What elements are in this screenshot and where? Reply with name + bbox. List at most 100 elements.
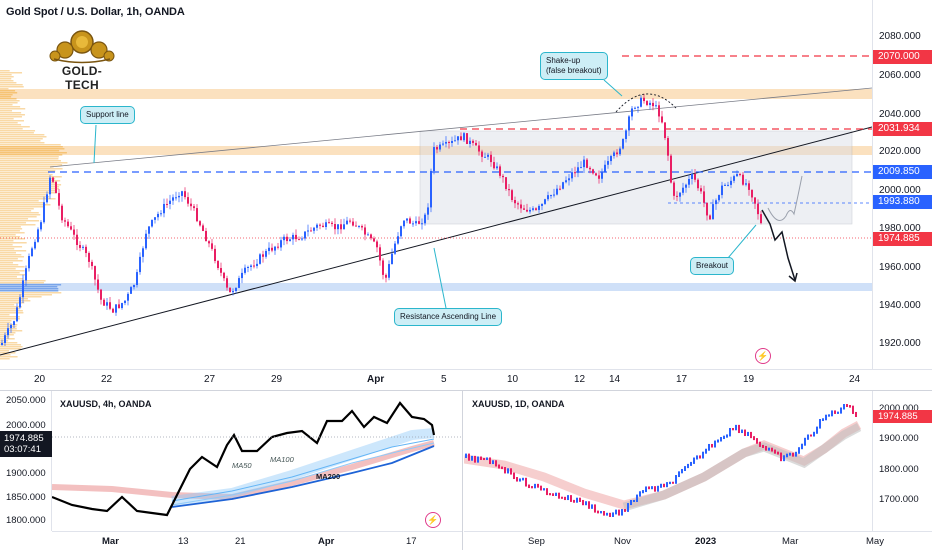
candle	[700, 188, 702, 192]
candle	[97, 279, 99, 290]
candle	[460, 136, 462, 141]
candle-1d	[639, 491, 641, 497]
main-time-axis[interactable]: 20 22 27 29 Apr 5 10 12 14 17 19 24	[0, 369, 932, 390]
candle-1d	[588, 501, 590, 509]
candle-1d	[705, 448, 707, 454]
panel-4h-chart[interactable]: MA50 MA100 MA200	[52, 391, 462, 531]
candle	[1, 342, 3, 345]
candle	[175, 197, 177, 199]
candle	[334, 224, 336, 230]
support-line-callout[interactable]: Support line	[80, 106, 135, 124]
panel-1d-chart[interactable]	[464, 391, 872, 531]
volume-profile-bar	[0, 84, 23, 86]
volume-profile-bar	[0, 138, 43, 140]
price-tag-2031[interactable]: 2031.934	[873, 122, 932, 136]
volume-profile-bar	[0, 164, 63, 166]
resistance-ascending-line[interactable]	[0, 126, 872, 356]
price-candles-1d	[465, 404, 857, 517]
candle-1d	[684, 466, 686, 471]
volume-profile-bar	[0, 86, 24, 88]
main-price-axis[interactable]: 2080.000 2060.000 2040.000 2020.000 2000…	[872, 0, 932, 369]
candle	[103, 299, 105, 306]
candle	[463, 133, 465, 141]
candle	[457, 136, 459, 141]
candle	[10, 325, 12, 329]
candle	[517, 203, 519, 205]
main-price-chart[interactable]	[0, 0, 872, 369]
y-tick: 2000.000	[6, 420, 46, 431]
candle	[205, 230, 207, 242]
panel-1d-price-tag[interactable]: 1974.885	[873, 410, 932, 423]
candle-1d	[846, 404, 848, 408]
candle	[61, 205, 63, 221]
x-tick: 27	[204, 374, 216, 385]
candle-1d	[666, 482, 668, 488]
candle-1d	[735, 424, 737, 431]
candle-1d	[489, 457, 491, 465]
candle-1d	[654, 486, 656, 492]
shakeup-callout[interactable]: Shake-up (false breakout)	[540, 52, 608, 80]
candle-1d	[675, 475, 677, 484]
panel-4h-events-icon[interactable]: ⚡	[425, 512, 441, 528]
volume-profile-bar	[0, 186, 60, 188]
y-tick: 2080.000	[879, 31, 921, 42]
volume-profile-bar	[0, 70, 10, 72]
price-candles	[1, 93, 762, 347]
panel-1d-price-axis[interactable]: 2000.000 1974.885 1900.000 1800.000 1700…	[872, 391, 932, 531]
candle-1d	[507, 468, 509, 474]
candle	[715, 200, 717, 205]
volume-profile-bar	[0, 218, 29, 220]
support-trendline[interactable]	[49, 87, 872, 168]
candle-1d	[834, 410, 836, 414]
candle	[490, 154, 492, 163]
breakout-callout[interactable]: Breakout	[690, 257, 735, 275]
candle-1d	[582, 499, 584, 506]
volume-profile-bar	[0, 276, 17, 278]
resistance-line-callout[interactable]: Resistance Ascending Line	[394, 308, 503, 326]
volume-profile-bar	[0, 250, 27, 252]
candle	[694, 173, 696, 180]
candle	[598, 175, 600, 179]
candle	[229, 287, 231, 293]
price-tag-2070[interactable]: 2070.000	[873, 50, 932, 64]
candle	[268, 247, 270, 251]
candle	[286, 236, 288, 242]
panel-4h-price-axis[interactable]: 2050.000 2000.000 1974.885 03:07:41 1900…	[0, 391, 52, 531]
volume-profile-bar	[0, 224, 36, 226]
candle	[604, 164, 606, 172]
volume-profile-bar	[0, 320, 12, 322]
price-tag-1993[interactable]: 1993.880	[873, 195, 932, 209]
y-tick: 1920.000	[879, 338, 921, 349]
events-lightning-icon[interactable]: ⚡	[755, 348, 771, 364]
panel-4h-time-axis[interactable]: Mar 13 21 Apr 17	[52, 531, 462, 550]
breakout-label: Breakout	[696, 261, 729, 270]
price-tag-2009[interactable]: 2009.850	[873, 165, 932, 179]
volume-profile-bar	[0, 344, 22, 346]
candle-1d	[792, 452, 794, 457]
panel-1d-time-axis[interactable]: Sep Nov 2023 Mar May	[464, 531, 932, 550]
projection-arrowhead	[788, 272, 798, 283]
panel-1d[interactable]: XAUUSD, 1D, OANDA 2000.000 1974.885 1900…	[464, 391, 932, 550]
candle-1d	[807, 434, 809, 440]
panel-4h[interactable]: 2050.000 2000.000 1974.885 03:07:41 1900…	[0, 391, 463, 550]
main-chart-plot[interactable]: Gold Spot / U.S. Dollar, 1h, OANDA GOLD-…	[0, 0, 872, 369]
volume-profile-bar	[0, 222, 27, 224]
candle	[76, 234, 78, 245]
candle	[43, 202, 45, 223]
y-tick: 1850.000	[6, 492, 46, 503]
panel-4h-price-tag[interactable]: 1974.885 03:07:41	[0, 431, 52, 457]
candle	[739, 174, 741, 176]
candle-1d	[690, 461, 692, 466]
projection-path	[761, 209, 796, 281]
candle	[643, 97, 645, 102]
candle	[280, 240, 282, 248]
candle	[235, 287, 237, 292]
price-tag-1974[interactable]: 1974.885	[873, 232, 932, 246]
candle	[28, 256, 30, 269]
candle	[697, 179, 699, 189]
candle	[223, 272, 225, 279]
candle	[259, 254, 261, 264]
volume-profile-bar	[0, 204, 51, 206]
candle	[430, 170, 432, 208]
volume-profile-bar	[0, 246, 23, 248]
